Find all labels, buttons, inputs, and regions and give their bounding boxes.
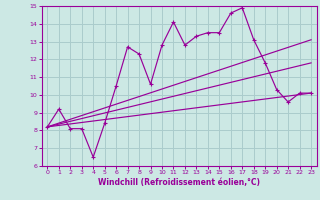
X-axis label: Windchill (Refroidissement éolien,°C): Windchill (Refroidissement éolien,°C): [98, 178, 260, 187]
